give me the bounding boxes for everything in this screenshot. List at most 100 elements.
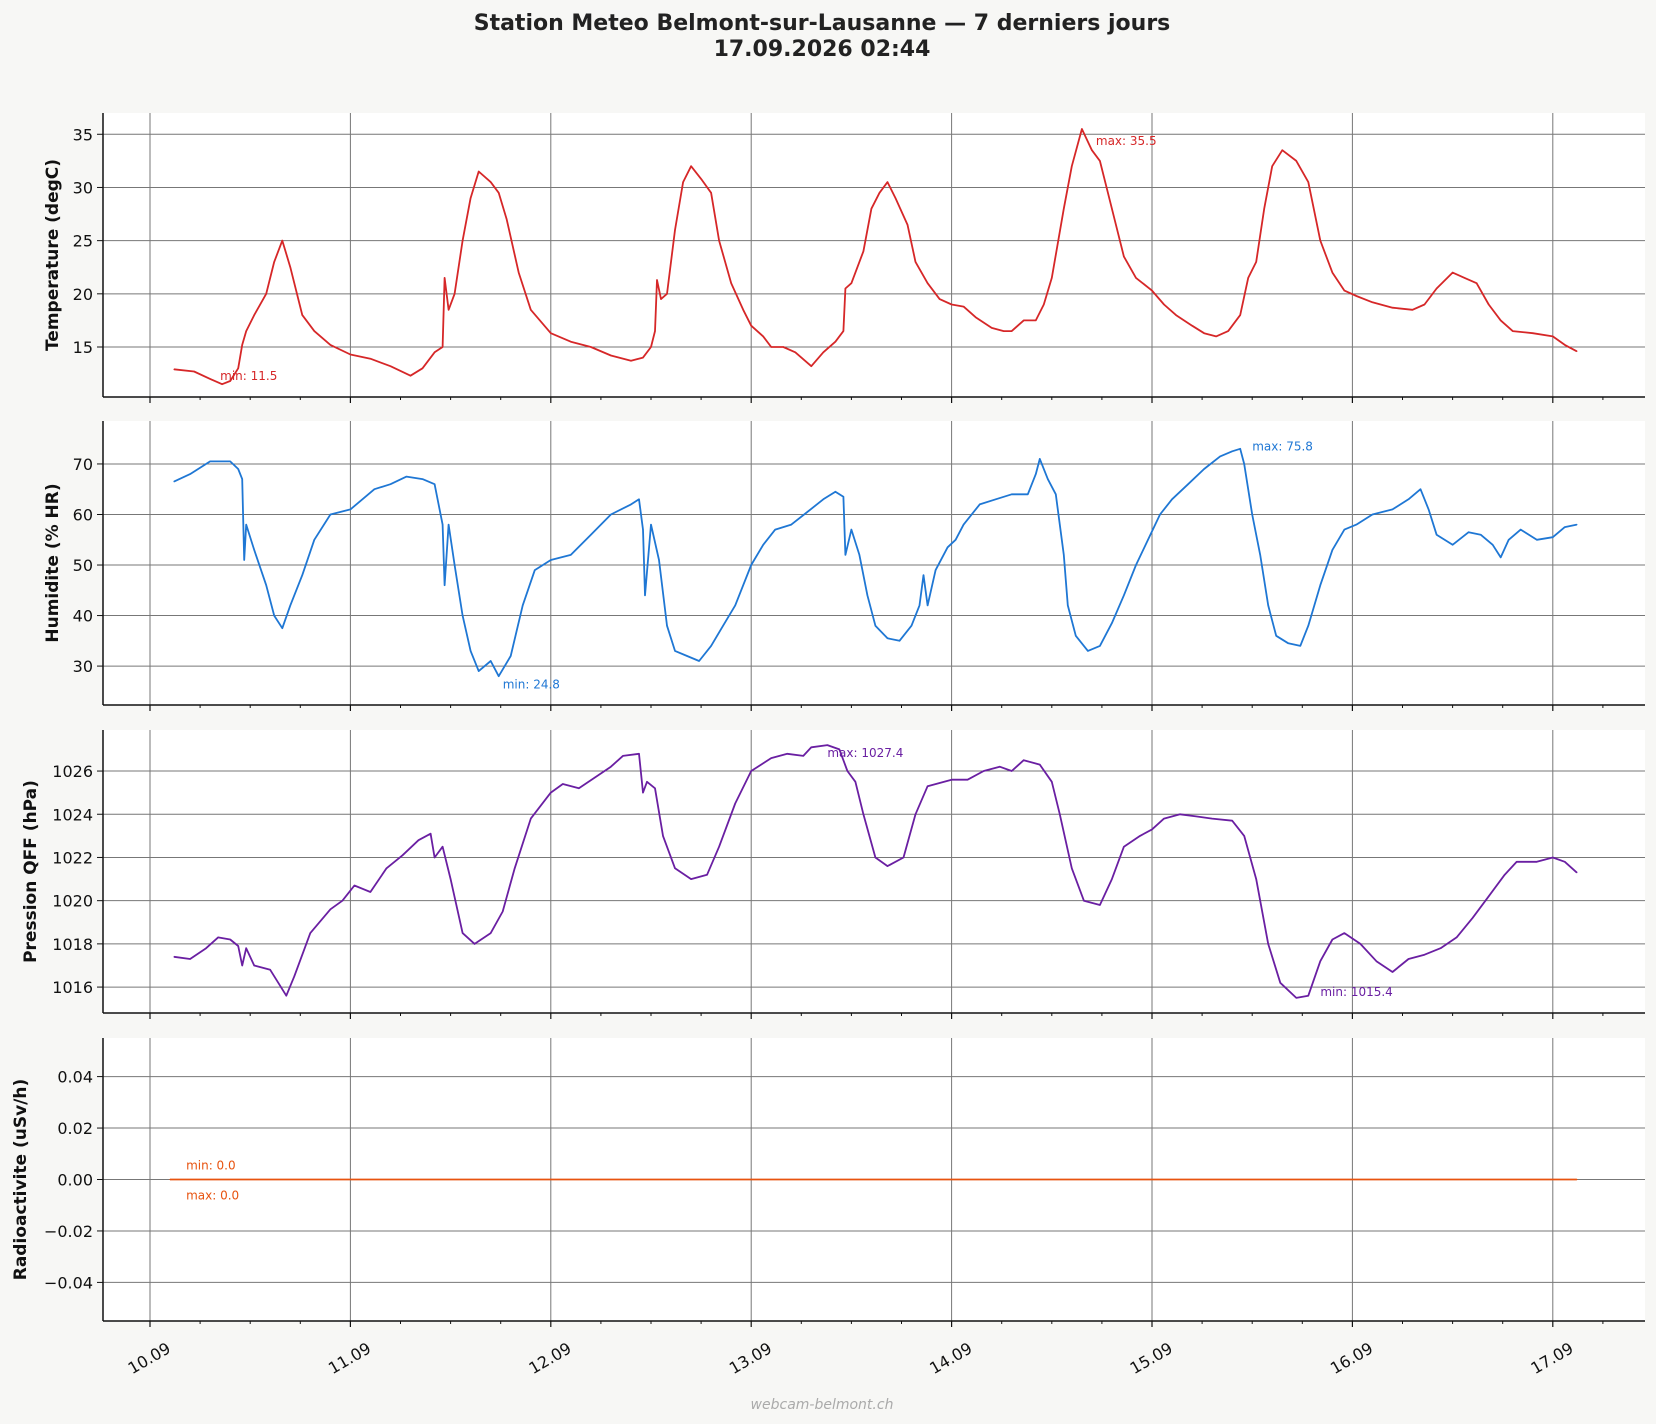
data-point — [630, 503, 632, 505]
data-point — [1191, 325, 1193, 327]
data-point — [1111, 622, 1113, 624]
data-point — [443, 584, 446, 586]
data-point — [850, 529, 853, 531]
data-point — [193, 370, 195, 373]
data-point — [1123, 594, 1125, 596]
data-point — [1011, 770, 1013, 772]
data-point — [666, 293, 668, 295]
y-tick-label: 1020 — [52, 892, 93, 911]
data-point — [654, 787, 656, 789]
data-point — [698, 660, 700, 662]
data-point — [666, 625, 668, 627]
data-point — [1187, 483, 1189, 485]
x-tick-label: 16.09 — [1327, 1339, 1376, 1378]
data-point — [1564, 344, 1566, 346]
data-point — [1091, 149, 1093, 151]
data-point — [173, 368, 175, 370]
data-point — [810, 365, 812, 367]
data-point — [1263, 208, 1265, 210]
data-point — [610, 766, 612, 768]
data-point — [922, 574, 925, 576]
data-point — [762, 544, 764, 546]
annotation-label: max: 75.8 — [1252, 440, 1313, 454]
y-tick-label: 30 — [73, 178, 93, 197]
data-point — [1035, 473, 1037, 475]
data-point — [1331, 938, 1333, 941]
data-point — [1552, 856, 1554, 859]
data-point — [822, 498, 824, 500]
data-point — [1039, 763, 1041, 766]
data-point — [498, 675, 500, 677]
data-point — [1319, 960, 1321, 962]
data-point — [750, 564, 752, 566]
data-point — [854, 781, 857, 783]
data-point — [734, 604, 736, 607]
data-point — [301, 574, 303, 576]
data-point — [1011, 330, 1013, 332]
data-point — [1055, 493, 1057, 495]
data-point — [1564, 861, 1566, 863]
data-point — [1500, 556, 1502, 559]
panel-background — [103, 113, 1645, 397]
data-point — [550, 792, 552, 794]
data-point — [518, 271, 520, 274]
data-point — [253, 549, 255, 551]
data-point — [1307, 995, 1309, 997]
y-tick-label: 25 — [73, 232, 93, 251]
data-point — [1468, 531, 1470, 533]
data-point — [217, 936, 219, 938]
data-point — [914, 261, 917, 263]
data-point — [309, 932, 311, 934]
data-point — [1439, 947, 1442, 949]
data-point — [462, 614, 464, 617]
data-point — [750, 325, 752, 327]
data-point — [530, 309, 532, 311]
data-point — [870, 208, 873, 210]
chart-title: Station Meteo Belmont-sur-Lausanne — 7 d… — [474, 11, 1171, 36]
data-point — [421, 367, 424, 369]
data-point — [1411, 309, 1414, 311]
data-point — [842, 330, 844, 332]
data-point — [281, 627, 283, 629]
data-point — [1251, 513, 1253, 516]
data-point — [700, 178, 702, 180]
data-point — [289, 266, 291, 268]
data-point — [886, 637, 889, 639]
data-point — [910, 625, 913, 627]
data-point — [660, 298, 662, 300]
panel-1: 15 20 25 30 35 min: 11.5 max: 35.5 Temperature … — [43, 113, 1645, 403]
data-point — [1123, 255, 1125, 258]
data-point — [642, 357, 644, 359]
data-point — [1371, 301, 1374, 303]
data-point — [522, 604, 524, 607]
data-point — [1488, 895, 1490, 897]
data-point — [1480, 534, 1482, 536]
y-tick-label: 70 — [73, 455, 93, 474]
data-point — [1147, 539, 1149, 541]
data-point — [550, 559, 552, 561]
data-point — [253, 314, 255, 316]
data-point — [866, 594, 869, 596]
y-tick-label: −0.02 — [44, 1222, 93, 1241]
data-point — [277, 982, 279, 984]
data-point — [1051, 781, 1053, 783]
y-tick-label: 60 — [73, 505, 93, 524]
data-point — [1423, 954, 1426, 956]
data-point — [794, 351, 796, 353]
data-point — [770, 757, 772, 759]
data-point — [1275, 635, 1277, 637]
data-point — [229, 460, 231, 463]
data-point — [221, 383, 223, 385]
data-point — [433, 856, 436, 859]
data-point — [1472, 917, 1474, 919]
data-point — [844, 554, 846, 556]
data-point — [1135, 564, 1137, 566]
data-point — [674, 650, 676, 652]
data-point — [1215, 335, 1217, 337]
data-point — [241, 344, 243, 346]
data-point — [1239, 448, 1241, 450]
data-point — [850, 282, 853, 284]
data-point — [514, 867, 516, 869]
y-axis-label: Radioactivite (uSv/h) — [11, 1079, 31, 1281]
